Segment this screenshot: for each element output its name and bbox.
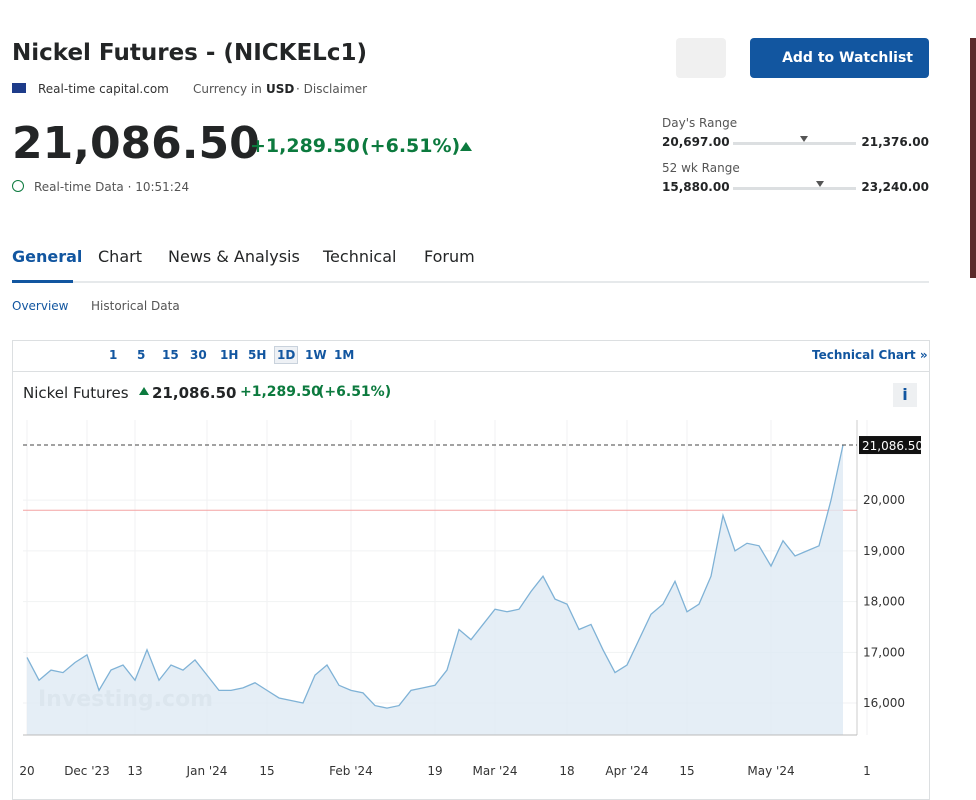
chart-change-pct: (+6.51%) — [318, 384, 392, 400]
tab-rule — [12, 281, 929, 283]
range-label: Day's Range — [662, 116, 738, 130]
title: Nickel Futures - (NICKELc1) — [12, 40, 367, 66]
y-tick-label: 20,000 — [863, 493, 905, 507]
last-price-label: 21,086.50 — [862, 439, 923, 453]
range-marker — [799, 136, 808, 142]
side-image — [970, 38, 976, 278]
range-bar — [733, 142, 856, 145]
x-tick-label: 13 — [127, 764, 142, 778]
currency-label: Currency in — [193, 82, 262, 96]
x-tick-label: 18 — [559, 764, 574, 778]
tab[interactable]: General — [12, 247, 83, 266]
watchlist-button[interactable]: Add to Watchlist — [750, 38, 929, 78]
interval[interactable]: 5H — [248, 348, 267, 362]
chart-title: Nickel Futures — [23, 384, 129, 402]
clock-icon — [12, 180, 24, 192]
chart-price: 21,086.50 — [152, 384, 237, 402]
range-marker — [816, 181, 824, 187]
x-tick-label: 1 — [863, 764, 871, 778]
x-tick-label: Dec '23 — [64, 764, 110, 778]
range-label: 52 wk Range — [662, 161, 740, 175]
y-tick-label: 16,000 — [863, 696, 905, 710]
disclaimer[interactable]: · Disclaimer — [296, 82, 368, 96]
x-tick-label: 15 — [259, 764, 274, 778]
realtime: Real-time Data · 10:51:24 — [34, 180, 190, 194]
change-pct: (+6.51%) — [361, 135, 461, 157]
range-low: 20,697.00 — [662, 135, 730, 149]
interval[interactable]: 1H — [220, 348, 239, 362]
interval[interactable]: 1M — [334, 348, 355, 362]
chart-change: +1,289.50 — [240, 384, 321, 400]
source[interactable]: Real-time capital.com — [38, 82, 169, 96]
x-tick-label: Mar '24 — [472, 764, 517, 778]
toolbar-rule — [12, 371, 930, 372]
x-tick-label: 15 — [679, 764, 694, 778]
up-arrow — [460, 142, 472, 151]
subtab[interactable]: Historical Data — [91, 299, 180, 313]
area-fill — [27, 445, 843, 735]
interval[interactable]: 30 — [190, 348, 207, 362]
x-tick-label: 20 — [19, 764, 34, 778]
last-price-box — [859, 436, 921, 455]
tab[interactable]: Chart — [98, 247, 142, 266]
x-tick-label: 19 — [427, 764, 442, 778]
up-arrow — [139, 387, 149, 395]
interval[interactable]: 1 — [109, 348, 118, 362]
tab[interactable]: Technical — [323, 247, 397, 266]
currency: USD — [266, 82, 295, 96]
x-tick-label: Feb '24 — [329, 764, 373, 778]
interval[interactable]: 5 — [137, 348, 146, 362]
tab-indicator — [12, 280, 73, 283]
y-tick-label: 19,000 — [863, 544, 905, 558]
x-tick-label: May '24 — [747, 764, 794, 778]
range-low: 15,880.00 — [662, 180, 730, 194]
x-tick-label: Jan '24 — [186, 764, 228, 778]
tab[interactable]: News & Analysis — [168, 247, 300, 266]
interval[interactable]: 15 — [162, 348, 179, 362]
flag — [12, 83, 26, 93]
alert-button[interactable] — [676, 38, 726, 78]
range-bar — [733, 187, 856, 190]
technical-chart-link[interactable]: Technical Chart » — [812, 348, 928, 362]
button-label: Add to Watchlist — [782, 50, 913, 66]
range-high: 21,376.00 — [861, 135, 929, 149]
y-tick-label: 18,000 — [863, 595, 905, 609]
interval[interactable]: 1W — [305, 348, 327, 362]
x-tick-label: Apr '24 — [605, 764, 648, 778]
interval[interactable]: 1D — [274, 346, 299, 364]
y-tick-label: 17,000 — [863, 645, 905, 659]
tab[interactable]: Forum — [424, 247, 475, 266]
subtab[interactable]: Overview — [12, 299, 69, 313]
price: 21,086.50 — [12, 118, 260, 169]
range-high: 23,240.00 — [861, 180, 929, 194]
price-line — [26, 444, 844, 709]
info-button[interactable]: i — [893, 383, 917, 407]
change: +1,289.50 — [250, 135, 360, 157]
